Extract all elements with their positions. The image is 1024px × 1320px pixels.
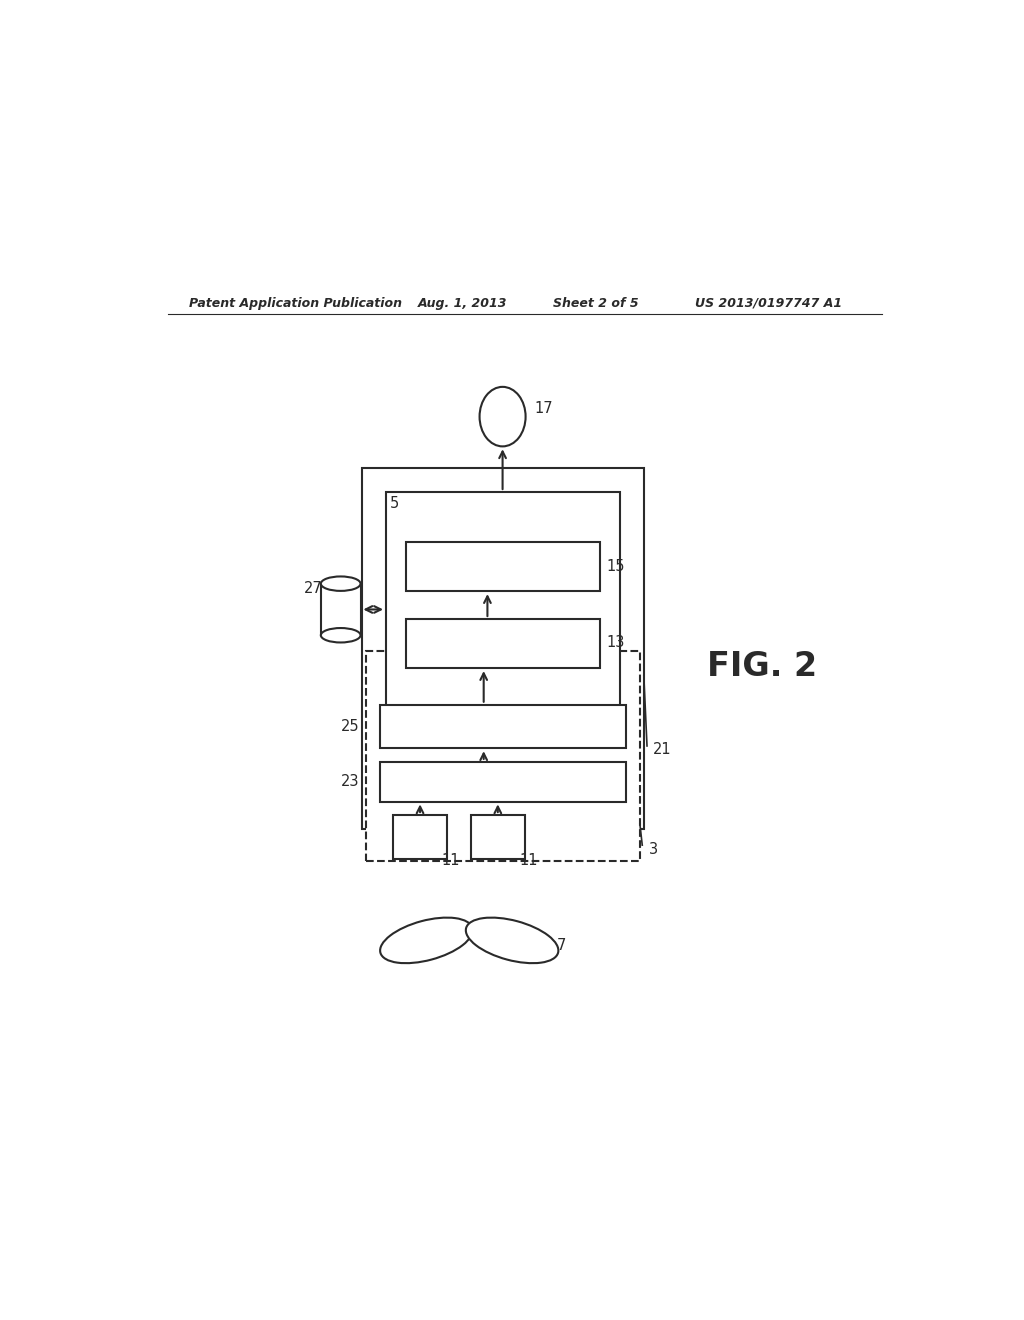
Text: 23: 23 (341, 774, 359, 789)
Bar (380, 705, 627, 748)
Bar (386, 492, 621, 710)
Text: 21: 21 (653, 742, 672, 758)
Text: 25: 25 (341, 719, 359, 734)
Bar (406, 543, 600, 591)
Text: 11: 11 (519, 853, 538, 867)
Text: 27: 27 (304, 581, 323, 597)
Text: Aug. 1, 2013: Aug. 1, 2013 (418, 297, 507, 310)
Ellipse shape (321, 628, 360, 643)
Ellipse shape (479, 387, 525, 446)
Bar (367, 651, 640, 861)
Text: Patent Application Publication: Patent Application Publication (189, 297, 402, 310)
Text: US 2013/0197747 A1: US 2013/0197747 A1 (695, 297, 843, 310)
Text: 3: 3 (648, 842, 657, 857)
Text: FIG. 2: FIG. 2 (708, 649, 817, 682)
Text: 11: 11 (441, 853, 460, 867)
Text: 13: 13 (606, 635, 625, 651)
Bar (393, 814, 447, 858)
Text: 17: 17 (535, 401, 553, 416)
Text: 7: 7 (557, 939, 566, 953)
Text: 15: 15 (606, 560, 625, 574)
Ellipse shape (380, 917, 473, 964)
Ellipse shape (466, 917, 558, 964)
Text: Sheet 2 of 5: Sheet 2 of 5 (553, 297, 638, 310)
Ellipse shape (321, 577, 360, 591)
Bar (321, 583, 360, 635)
Bar (471, 814, 524, 858)
Bar (362, 469, 644, 829)
Bar (380, 762, 627, 801)
Text: 5: 5 (390, 496, 399, 511)
Bar (406, 619, 600, 668)
